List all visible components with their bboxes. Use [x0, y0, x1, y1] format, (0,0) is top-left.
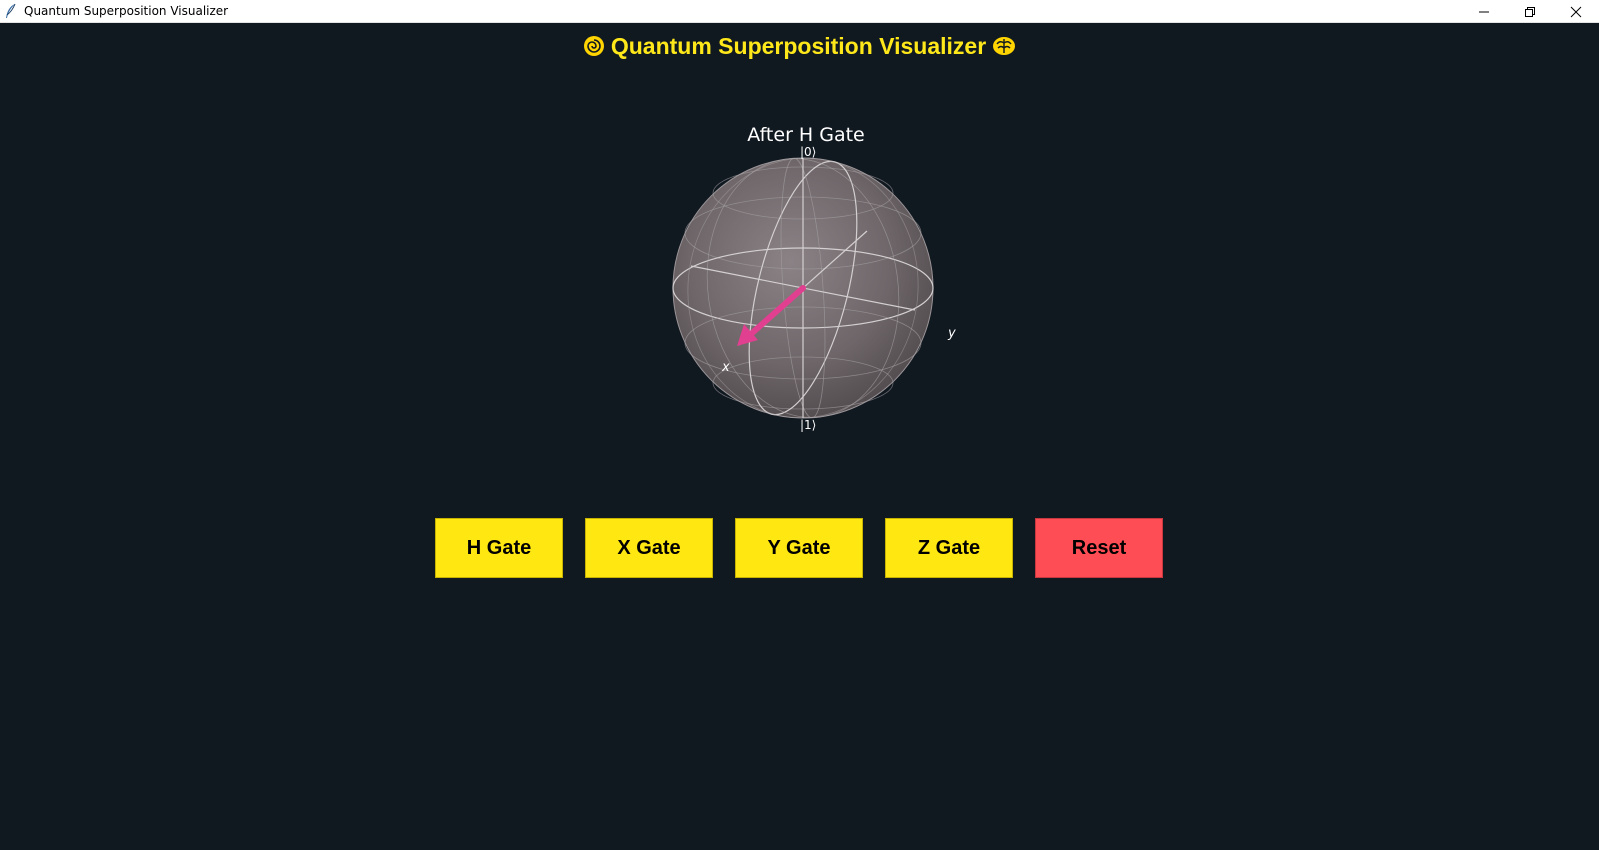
window-title: Quantum Superposition Visualizer	[24, 4, 229, 18]
ket-one-label: |1⟩	[800, 418, 817, 432]
brain-emoji-icon	[993, 37, 1016, 55]
x-gate-button[interactable]: X Gate	[585, 518, 713, 578]
y-axis-label: y	[948, 326, 956, 341]
meridian	[706, 158, 900, 418]
meridian	[748, 160, 858, 416]
close-icon	[1570, 6, 1582, 17]
app-header-title: Quantum Superposition Visualizer	[610, 33, 987, 59]
app-header: Quantum Superposition Visualizer	[0, 33, 1599, 60]
x-axis-label: x	[722, 360, 730, 375]
reset-button[interactable]: Reset	[1035, 518, 1163, 578]
state-vector-arrowhead	[737, 324, 758, 346]
meridian	[780, 157, 826, 419]
meridian	[687, 157, 919, 419]
swirl-emoji-icon	[583, 36, 604, 56]
minimize-icon	[1479, 11, 1489, 12]
feather-icon	[6, 3, 16, 18]
plot-title: After H Gate	[747, 124, 865, 146]
state-vector	[748, 285, 806, 337]
close-button[interactable]	[1553, 0, 1599, 23]
window-titlebar: Quantum Superposition Visualizer	[0, 0, 1599, 23]
minimize-button[interactable]	[1461, 0, 1507, 23]
restore-button[interactable]	[1507, 0, 1553, 23]
ket-zero-label: |0⟩	[800, 145, 817, 159]
h-gate-button[interactable]: H Gate	[435, 518, 563, 578]
restore-icon	[1525, 6, 1535, 17]
z-gate-button[interactable]: Z Gate	[885, 518, 1013, 578]
y-gate-button[interactable]: Y Gate	[735, 518, 863, 578]
bloch-sphere	[672, 157, 934, 419]
